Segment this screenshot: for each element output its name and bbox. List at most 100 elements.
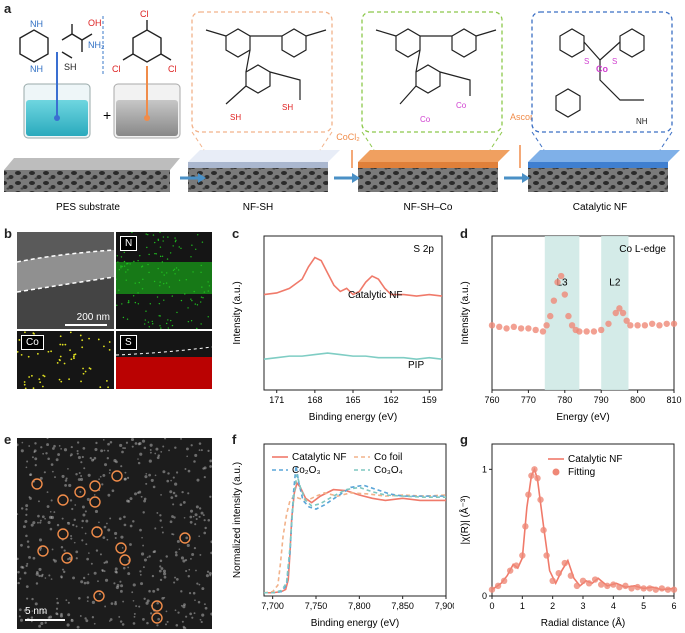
n-dot: [152, 234, 155, 236]
atom-speck: [133, 612, 136, 615]
data-point: [585, 580, 593, 587]
data-point: [640, 585, 647, 592]
atom-speck: [198, 535, 201, 538]
atom-speck: [126, 476, 130, 480]
atom-speck: [172, 491, 176, 495]
atom-speck: [26, 597, 29, 600]
atom-speck: [183, 516, 186, 519]
n-dot: [120, 256, 123, 258]
n-dot: [157, 239, 160, 242]
atom-speck: [23, 608, 27, 612]
n-dot: [196, 327, 198, 329]
atom-speck: [104, 578, 109, 582]
data-point: [664, 586, 672, 593]
atom-speck: [209, 459, 212, 463]
y-axis-label: Intensity (a.u.): [232, 281, 243, 344]
atom-speck: [23, 571, 27, 575]
nh-label-bottom: NH: [30, 64, 43, 74]
atom-speck: [49, 510, 52, 513]
co-dot: [58, 378, 61, 381]
n-dot: [160, 327, 162, 329]
atom-speck: [109, 618, 113, 621]
y-axis-label: |χ(R)| (Å⁻³): [458, 495, 471, 544]
atom-speck: [189, 515, 193, 519]
n-dot: [165, 282, 168, 284]
atom-speck: [58, 444, 61, 447]
atom-speck: [50, 463, 54, 466]
n-dot: [146, 246, 148, 249]
atom-speck: [175, 577, 179, 581]
n-dot: [200, 301, 202, 303]
atom-speck: [83, 581, 87, 585]
x-tick-label: 810: [666, 395, 681, 405]
co-dot: [23, 381, 26, 383]
atom-speck: [102, 473, 106, 477]
atom-speck: [81, 505, 85, 509]
n-dot: [187, 307, 189, 309]
atom-speck: [37, 521, 39, 524]
atom-speck: [25, 564, 28, 568]
atom-speck: [156, 512, 159, 514]
atom-speck: [104, 463, 108, 467]
atom-speck: [203, 466, 207, 470]
atom-speck: [174, 482, 178, 486]
atom-speck: [169, 490, 173, 494]
atom-speck: [114, 531, 118, 536]
x-axis-label: Binding energy (eV): [311, 618, 399, 629]
n-dot: [174, 240, 177, 243]
co-dot: [69, 349, 71, 352]
atom-speck: [188, 568, 191, 571]
atom-speck: [152, 589, 156, 593]
data-point: [567, 572, 575, 579]
co-dot: [32, 387, 35, 389]
atom-speck: [187, 469, 191, 473]
single-atom-marker: [91, 526, 103, 538]
co-dot: [107, 386, 109, 389]
data-point: [540, 526, 547, 534]
atom-speck: [32, 556, 36, 560]
catalytic-nf-membrane: [528, 150, 680, 192]
data-point: [503, 325, 510, 332]
atom-speck: [103, 449, 106, 452]
data-point: [494, 582, 502, 590]
n-dot: [125, 279, 127, 281]
atom-speck: [204, 526, 207, 530]
atom-speck: [66, 623, 70, 627]
atom-speck: [95, 441, 98, 445]
atom-speck: [196, 478, 200, 482]
atom-speck: [19, 618, 24, 622]
atom-speck: [98, 592, 102, 596]
atom-speck: [174, 446, 177, 449]
atom-speck: [39, 519, 42, 522]
n-dot: [152, 323, 154, 325]
atom-speck: [137, 458, 139, 460]
data-point: [517, 325, 525, 332]
atom-speck: [55, 612, 58, 615]
atom-speck: [165, 555, 168, 558]
atom-speck: [109, 469, 111, 472]
atom-speck: [73, 541, 76, 544]
atom-speck: [79, 490, 82, 493]
n-dot: [178, 279, 181, 282]
atom-speck: [116, 584, 120, 587]
n-dot: [196, 304, 199, 306]
atom-speck: [38, 624, 42, 628]
n-dot: [148, 253, 150, 256]
n-map-dots: [116, 232, 212, 329]
atom-speck: [26, 460, 29, 463]
atom-speck: [80, 461, 83, 464]
n-dot: [134, 282, 136, 284]
data-point: [537, 496, 544, 503]
atom-speck: [77, 478, 81, 481]
atom-speck: [194, 599, 196, 602]
atom-speck: [127, 499, 131, 503]
atom-speck: [154, 527, 157, 530]
co-dot: [18, 339, 21, 341]
data-point: [634, 322, 641, 329]
data-point: [549, 577, 556, 584]
atom-speck: [146, 621, 149, 625]
stage-label-catalytic-nf: Catalytic NF: [573, 202, 627, 213]
single-atom-marker: [31, 478, 43, 490]
data-point: [573, 582, 581, 590]
atom-speck: [207, 518, 211, 522]
